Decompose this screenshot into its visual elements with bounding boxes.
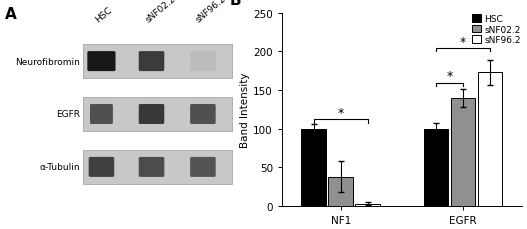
FancyBboxPatch shape [87, 52, 115, 72]
Text: *: * [460, 35, 466, 48]
Bar [301, 129, 326, 206]
FancyBboxPatch shape [89, 157, 114, 177]
Text: sNF96.2: sNF96.2 [194, 0, 228, 24]
Y-axis label: Band Intensity: Band Intensity [240, 72, 250, 147]
Text: *: * [337, 106, 344, 119]
FancyBboxPatch shape [190, 52, 216, 72]
Bar [355, 204, 380, 206]
Text: HSC: HSC [94, 5, 114, 24]
Bar [477, 73, 502, 206]
Bar [451, 98, 475, 206]
Text: B: B [229, 0, 241, 8]
FancyBboxPatch shape [190, 157, 216, 177]
Bar [83, 150, 232, 184]
Text: Neurofibromin: Neurofibromin [15, 57, 80, 66]
Text: sNF02.2: sNF02.2 [143, 0, 177, 24]
FancyBboxPatch shape [139, 157, 164, 177]
Text: EGFR: EGFR [56, 110, 80, 119]
FancyBboxPatch shape [90, 104, 113, 124]
Text: A: A [5, 7, 17, 22]
Legend: HSC, sNF02.2, sNF96.2: HSC, sNF02.2, sNF96.2 [471, 14, 522, 46]
Text: *: * [446, 70, 453, 83]
Bar [83, 45, 232, 79]
FancyBboxPatch shape [190, 104, 216, 124]
Bar [328, 177, 353, 206]
FancyBboxPatch shape [139, 52, 164, 72]
FancyBboxPatch shape [139, 104, 164, 124]
Bar [424, 129, 448, 206]
Text: α-Tubulin: α-Tubulin [40, 163, 80, 172]
Bar [83, 97, 232, 132]
